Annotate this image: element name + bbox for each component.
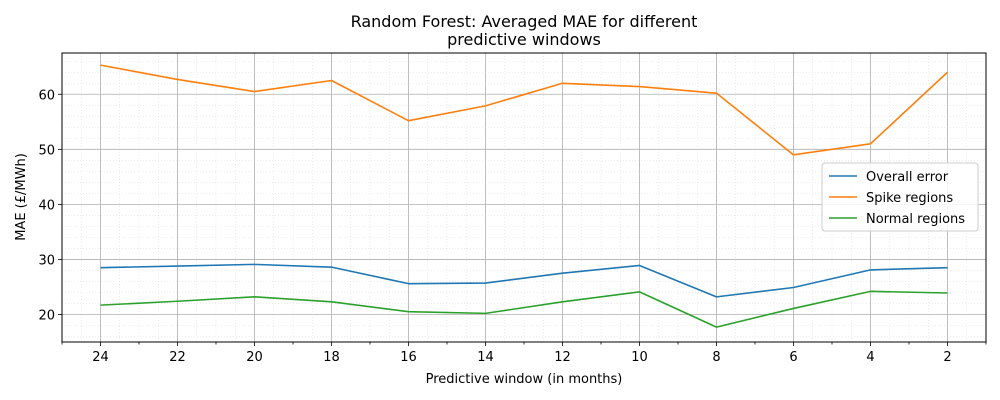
x-tick-label: 2 — [943, 350, 951, 365]
x-tick-labels: 24 22 20 18 16 14 12 10 8 6 4 2 — [92, 350, 951, 365]
y-tick-label: 40 — [38, 198, 55, 213]
series-line-normal-regions — [100, 290, 948, 328]
x-tick-label: 6 — [789, 350, 797, 365]
y-tick-label: 60 — [38, 88, 55, 103]
chart-title-line-1: Random Forest: Averaged MAE for differen… — [351, 12, 698, 31]
x-tick-label: 20 — [246, 350, 263, 365]
legend-box — [821, 162, 979, 232]
x-tick-label: 14 — [477, 350, 494, 365]
legend-label-normal-regions: Normal regions — [866, 212, 965, 227]
legend: Overall error Spike regions Normal regions — [821, 162, 979, 232]
x-tick-label: 4 — [866, 350, 874, 365]
axis-ticks — [58, 93, 987, 346]
x-tick-label: 12 — [554, 350, 571, 365]
legend-label-spike-regions: Spike regions — [866, 191, 953, 206]
y-tick-label: 30 — [38, 253, 55, 268]
y-tick-label: 50 — [38, 143, 55, 158]
series-line-spike-regions — [100, 64, 949, 156]
x-tick-label: 8 — [712, 350, 720, 365]
y-tick-labels: 20 30 40 50 60 — [38, 88, 55, 323]
x-tick-label: 24 — [92, 350, 109, 365]
y-tick-label: 20 — [38, 308, 55, 323]
x-axis-label: Predictive window (in months) — [426, 372, 623, 387]
series-layer — [100, 64, 949, 328]
x-tick-label: 16 — [400, 350, 417, 365]
legend-label-overall-error: Overall error — [866, 170, 949, 185]
series-line-overall-error — [100, 263, 948, 298]
x-tick-label: 22 — [169, 350, 186, 365]
chart-title-line-2: predictive windows — [447, 30, 601, 49]
y-axis-label: MAE (£/MWh) — [14, 153, 29, 241]
x-tick-label: 10 — [631, 350, 648, 365]
x-tick-label: 18 — [323, 350, 340, 365]
